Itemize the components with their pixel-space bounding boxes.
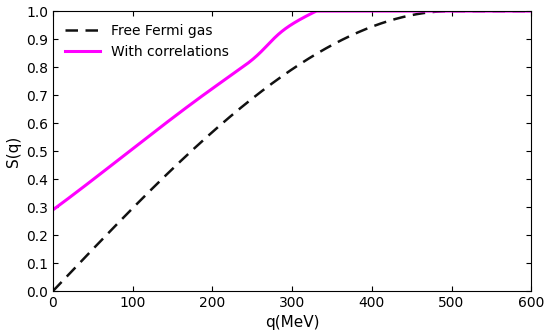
Free Fermi gas	[426, 10, 433, 14]
Line: Free Fermi gas: Free Fermi gas	[53, 11, 531, 291]
With correlations	[528, 9, 535, 13]
With correlations	[233, 70, 240, 74]
Free Fermi gas	[50, 289, 56, 293]
Free Fermi gas	[270, 81, 276, 85]
Free Fermi gas	[528, 9, 535, 13]
With correlations	[519, 9, 525, 13]
Free Fermi gas	[282, 72, 289, 76]
With correlations	[133, 144, 139, 148]
Free Fermi gas	[74, 263, 81, 267]
Free Fermi gas	[514, 9, 521, 13]
With correlations	[467, 9, 474, 13]
With correlations	[313, 9, 320, 13]
With correlations	[254, 53, 260, 57]
With correlations	[104, 166, 111, 170]
Legend: Free Fermi gas, With correlations: Free Fermi gas, With correlations	[60, 18, 235, 64]
Free Fermi gas	[448, 9, 455, 13]
With correlations	[50, 208, 56, 212]
Free Fermi gas	[514, 9, 521, 13]
Line: With correlations: With correlations	[53, 11, 531, 210]
Y-axis label: S(q): S(q)	[6, 135, 20, 167]
X-axis label: q(MeV): q(MeV)	[265, 316, 320, 330]
